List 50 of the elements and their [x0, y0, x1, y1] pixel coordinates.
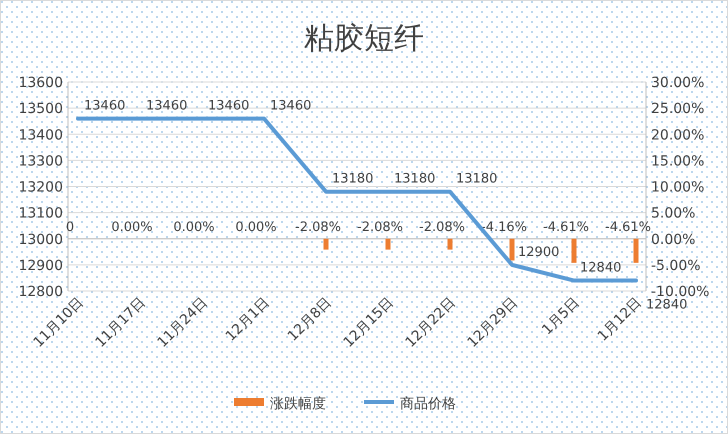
data-label: 13180	[332, 172, 374, 187]
y2-tick-label: 25.00%	[651, 101, 704, 118]
data-label: -2.08%	[357, 220, 403, 235]
x-tick-label: 1月5日	[539, 294, 583, 338]
y2-tick-label: 20.00%	[651, 127, 704, 144]
data-label: 13460	[84, 98, 126, 114]
y2-tick-label: 10.00%	[651, 180, 704, 196]
x-tick-label: 1月12日	[594, 294, 645, 345]
x-tick-label: 12月15日	[340, 294, 397, 351]
y-tick-label: 13200	[18, 180, 63, 196]
data-label: -2.08%	[419, 220, 465, 235]
chart-title: 粘胶短纤	[304, 21, 424, 56]
y-tick-label: 12900	[18, 258, 63, 274]
data-label: 0.00%	[173, 220, 215, 235]
x-tick-label: 12月22日	[402, 294, 459, 351]
x-tick-label: 11月17日	[92, 294, 149, 351]
data-label: 13180	[394, 172, 436, 187]
y2-tick-label: -10.00%	[651, 284, 710, 300]
legend-label: 商品价格	[400, 396, 456, 412]
data-label: -4.61%	[543, 220, 589, 235]
data-label: 0	[66, 220, 74, 235]
x-tick-label: 12月1日	[222, 294, 273, 345]
data-label: 0.00%	[111, 220, 153, 235]
y-tick-label: 13000	[18, 232, 63, 248]
data-label: 12840	[646, 298, 688, 313]
y2-tick-label: -5.00%	[651, 258, 701, 274]
y2-tick-label: 0.00%	[651, 232, 696, 248]
y-tick-label: 12800	[18, 284, 63, 300]
y2-tick-label: 5.00%	[651, 206, 696, 222]
y-tick-label: 13600	[18, 75, 63, 91]
data-label: -2.08%	[295, 220, 341, 235]
data-label: 13180	[456, 172, 498, 187]
y2-tick-label: 15.00%	[651, 153, 704, 170]
y-tick-label: 13400	[18, 127, 63, 144]
data-label: 13460	[146, 98, 188, 114]
x-tick-label: 12月29日	[464, 294, 521, 351]
data-label: 13460	[208, 98, 250, 114]
data-label: -4.61%	[605, 220, 651, 235]
data-label: -4.16%	[481, 220, 527, 235]
data-label: 12840	[580, 260, 622, 276]
data-label: 13460	[270, 98, 312, 114]
data-label: 0.00%	[235, 220, 277, 235]
x-tick-label: 11月24日	[154, 294, 211, 351]
y-tick-label: 13100	[18, 206, 63, 222]
data-label: 12900	[518, 244, 560, 260]
y2-tick-label: 30.00%	[651, 75, 704, 91]
legend-label: 涨跌幅度	[270, 396, 326, 412]
y-tick-label: 13500	[18, 101, 63, 118]
y-tick-label: 13300	[18, 153, 63, 170]
x-tick-label: 12月8日	[284, 294, 335, 345]
